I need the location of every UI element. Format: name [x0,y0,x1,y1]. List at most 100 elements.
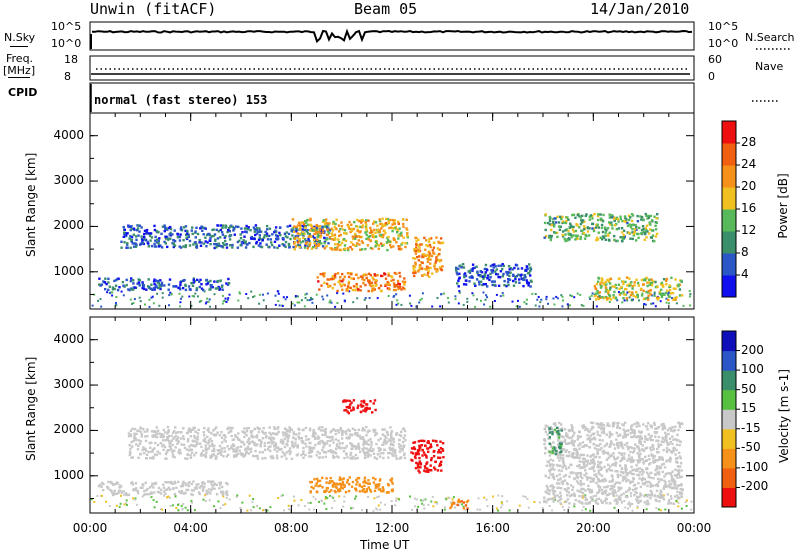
echo-cell [258,230,261,234]
echo-cell [575,472,578,475]
ground-scatter-cell [324,496,327,499]
echo-cell [172,437,175,440]
ground-scatter-cell [458,504,461,507]
echo-cell [167,486,171,489]
echo-cell [524,268,528,272]
echo-cell [213,487,216,490]
ground-scatter-cell [178,292,181,295]
echo-cell [583,220,586,223]
echo-cell [193,434,196,438]
echo-cell [518,278,521,281]
echo-cell [211,286,214,289]
echo-cell [277,426,280,429]
echo-cell [153,245,157,248]
ground-scatter-cell [148,305,151,308]
echo-cell [415,236,418,240]
echo-cell [215,228,218,231]
echo-cell [221,490,225,493]
echo-cell [563,221,566,224]
echo-cell [640,215,644,219]
echo-cell [243,227,247,230]
echo-cell [329,476,332,480]
echo-cell [571,213,574,217]
echo-cell [312,446,316,450]
echo-cell [576,237,579,240]
echo-cell [656,285,659,289]
echo-cell [117,491,120,494]
ground-scatter-cell [246,509,249,512]
echo-cell [150,441,153,444]
echo-cell [637,456,641,459]
echo-cell [377,247,380,250]
echo-cell [264,456,267,460]
echo-cell [267,445,271,449]
echo-cell [248,442,251,446]
echo-cell [362,409,365,412]
echo-cell [276,246,279,250]
echo-cell [262,236,266,239]
echo-cell [596,224,599,228]
echo-cell [595,444,598,447]
echo-cell [623,421,627,425]
echo-cell [526,280,529,284]
echo-cell [123,241,126,244]
echo-cell [620,493,623,497]
echo-cell [217,285,220,289]
echo-cell [670,276,673,279]
echo-cell [419,439,422,442]
echo-cell [171,453,175,456]
echo-cell [223,438,226,441]
echo-cell [628,471,632,474]
ground-scatter-cell [561,295,564,298]
echo-cell [625,474,629,477]
echo-cell [381,224,384,227]
echo-cell [184,244,188,247]
echo-cell [166,235,169,238]
ground-scatter-cell [202,498,205,501]
echo-cell [369,239,372,243]
ground-scatter-cell [461,503,464,506]
ground-scatter-cell [250,509,252,512]
echo-cell [558,464,561,468]
echo-cell [172,449,175,452]
echo-cell [352,285,356,288]
echo-cell [436,469,440,472]
echo-cell [372,481,376,484]
ground-scatter-cell [394,504,397,507]
echo-cell [333,225,336,229]
echo-cell [253,237,256,240]
echo-cell [313,226,316,230]
ground-scatter-cell [119,502,122,505]
ground-scatter-cell [253,295,256,298]
echo-cell [218,481,221,485]
echo-cell [181,482,184,486]
echo-cell [397,282,400,285]
echo-cell [667,502,670,505]
echo-cell [255,240,259,244]
echo-cell [167,288,170,291]
echo-cell [292,245,295,249]
ground-scatter-cell [393,294,396,297]
ground-scatter-cell [495,507,498,510]
echo-cell [544,228,547,232]
echo-cell [656,477,660,481]
echo-cell [605,229,608,232]
echo-cell [635,239,638,242]
echo-cell [210,442,214,446]
echo-cell [383,435,387,438]
echo-cell [402,437,405,440]
echo-cell [279,234,282,237]
echo-cell [295,433,298,436]
echo-cell [403,452,406,455]
echo-cell [585,464,589,467]
echo-cell [288,224,292,227]
echo-cell [363,479,366,482]
echo-cell [425,244,428,247]
echo-cell [652,477,655,480]
echo-cell [335,482,338,485]
echo-cell [604,290,607,293]
echo-cell [601,278,604,282]
echo-cell [166,449,169,452]
echo-cell [262,426,265,430]
